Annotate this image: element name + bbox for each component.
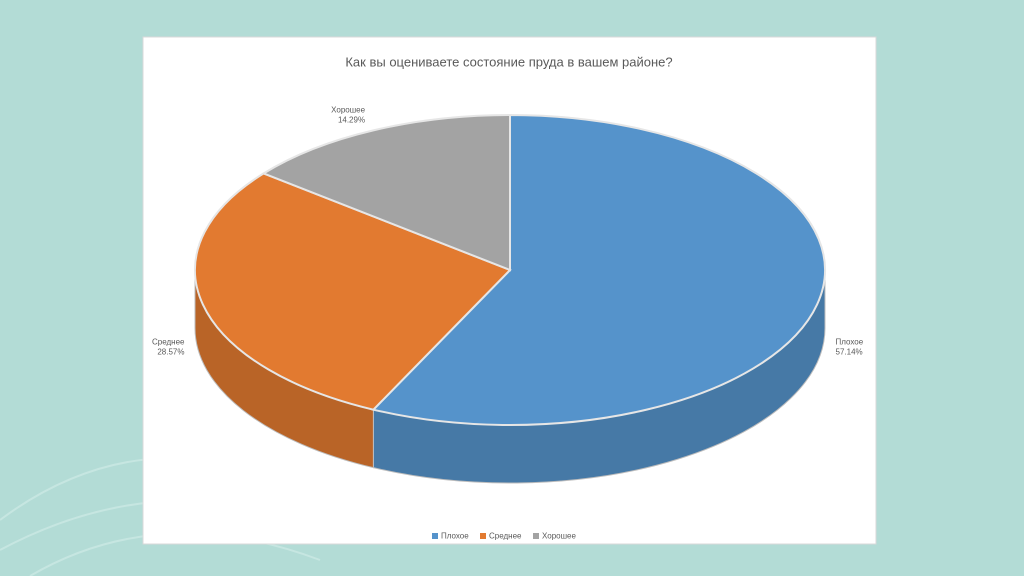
- data-label-value: 57.14%: [836, 348, 863, 357]
- chart-title: Как вы оцениваете состояние пруда в ваше…: [345, 54, 672, 69]
- data-label-value: 14.29%: [338, 116, 365, 125]
- legend-swatch: [480, 533, 486, 539]
- data-label-value: 28.57%: [157, 348, 184, 357]
- legend-label: Среднее: [489, 532, 522, 541]
- legend-swatch: [533, 533, 539, 539]
- legend-label: Плохое: [441, 532, 469, 541]
- data-label-name: Плохое: [836, 338, 864, 347]
- legend-swatch: [432, 533, 438, 539]
- slice: [261, 113, 511, 272]
- data-label-name: Среднее: [152, 338, 185, 347]
- slice: [194, 172, 512, 411]
- legend-label: Хорошее: [542, 532, 576, 541]
- slice: [371, 113, 826, 426]
- data-label-name: Хорошее: [331, 106, 365, 115]
